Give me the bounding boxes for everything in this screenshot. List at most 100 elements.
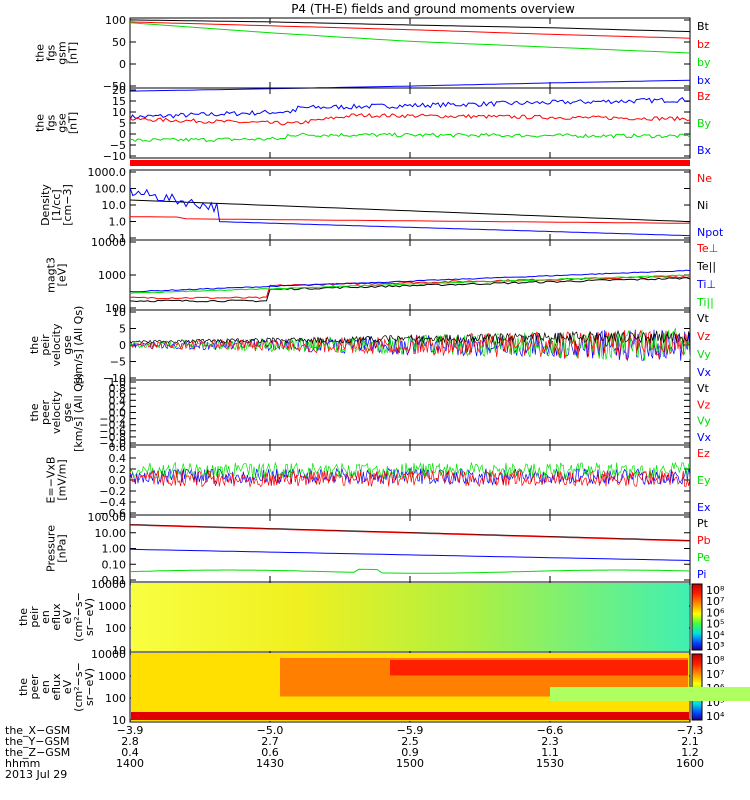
ytick-label: 0.10 bbox=[102, 558, 127, 571]
colorbar-label: 10⁸ bbox=[706, 654, 725, 667]
panel-frame bbox=[129, 379, 691, 446]
legend-Te||: Te|| bbox=[696, 260, 716, 273]
ytick-label: 5 bbox=[119, 323, 126, 336]
ytick-label: 0.8 bbox=[109, 382, 127, 395]
footer-value: 1600 bbox=[676, 757, 704, 770]
ylabel-line: [1/cc] bbox=[50, 189, 63, 220]
ytick-label: 1.0 bbox=[109, 216, 127, 229]
series-Bx-gse bbox=[129, 97, 691, 120]
legend-Vx: Vx bbox=[697, 366, 712, 379]
panel-pressure: 100.00 10.00 1.00 0.10 0.01 Pressure[nPa] Pt Pb… bbox=[45, 511, 711, 587]
legend-Pe: Pe bbox=[697, 551, 710, 564]
ytick-label: 10000 bbox=[91, 578, 126, 591]
ytick-label: −10 bbox=[103, 150, 126, 163]
legend-Ne: Ne bbox=[697, 172, 712, 185]
ylabel-line: gse bbox=[56, 113, 69, 133]
ytick-label: 10 bbox=[112, 306, 126, 319]
series-Pi bbox=[129, 548, 691, 561]
ytick-label: −0.8 bbox=[99, 431, 126, 444]
ytick-label: 100 bbox=[105, 692, 126, 705]
legend-Vz: Vz bbox=[697, 398, 711, 411]
series-Pb bbox=[129, 524, 691, 542]
ytick-label: 100 bbox=[105, 14, 126, 27]
ytick-label: 1000 bbox=[98, 670, 126, 683]
legend-Bz: Bz bbox=[697, 90, 711, 103]
footer-value: 0.6 bbox=[261, 746, 279, 759]
ylabel-line: fgs bbox=[45, 44, 58, 61]
ytick-label: 20 bbox=[112, 84, 126, 97]
ylabel-line: [mV/m] bbox=[56, 459, 69, 500]
legend-Vy: Vy bbox=[697, 415, 711, 428]
panel-frame bbox=[129, 514, 691, 583]
series-Bt bbox=[129, 19, 691, 33]
ylabel-line: E=−VxB bbox=[45, 457, 58, 504]
series-By-gse bbox=[130, 132, 691, 143]
ytick-label: 0.2 bbox=[109, 400, 127, 413]
ylabel-line: (cm²−s− bbox=[72, 662, 85, 712]
panels: 100500−50thefgsgsm[nT]Btbzbybx20151050−5… bbox=[17, 14, 750, 727]
series-by bbox=[129, 22, 691, 54]
footer-value: 1530 bbox=[536, 757, 564, 770]
footer-value: −6.6 bbox=[537, 724, 564, 737]
ylabel-line: gsm bbox=[56, 41, 69, 64]
ylabel-line: peer bbox=[28, 674, 41, 700]
ylabel-line: eV bbox=[61, 679, 74, 694]
footer-value: 1500 bbox=[396, 757, 424, 770]
ytick-label: −0.6 bbox=[99, 507, 126, 520]
ytick-label: 10000 bbox=[91, 648, 126, 661]
ytick-label: 100 bbox=[105, 622, 126, 635]
ylabel-line: [nPa] bbox=[56, 534, 69, 562]
ylabel-line: [nT] bbox=[67, 42, 80, 64]
ylabel-line: peer bbox=[39, 400, 52, 426]
panel-density: 1000.0 100.0 10.0 1.0 0.1 Density[1/cc][cm−3]… bbox=[39, 166, 724, 245]
legend-Ni: Ni bbox=[697, 199, 708, 212]
ylabel-line: [km/s] (All Qs) bbox=[72, 373, 85, 452]
footer-value: 2.7 bbox=[261, 735, 279, 748]
ytick-label: 0 bbox=[119, 128, 126, 141]
ytick-label: −50 bbox=[103, 80, 126, 93]
colorbar-label: 10⁷ bbox=[706, 595, 724, 608]
ytick-label: −1.0 bbox=[99, 437, 126, 450]
ylabel-line: sr−eV) bbox=[83, 598, 96, 636]
colorbar bbox=[691, 583, 703, 651]
footer-value: −5.0 bbox=[257, 724, 284, 737]
panel-frame bbox=[129, 239, 691, 311]
ytick-label: −0.2 bbox=[99, 485, 126, 498]
ytick-label: 0.0 bbox=[109, 474, 127, 487]
ylabel-line: sr−eV) bbox=[83, 668, 96, 706]
ytick-label: 0 bbox=[119, 58, 126, 71]
panel-efield: 0.60.40.20.0−0.2−0.4−0.6 E=−VxB[mV/m] Ez Ey… bbox=[45, 441, 711, 520]
ylabel-line: eflux bbox=[50, 603, 63, 631]
ytick-label: 0 bbox=[119, 339, 126, 352]
ylabel-line: Density bbox=[39, 184, 52, 226]
legend-Vx: Vx bbox=[697, 431, 712, 444]
series-red bbox=[129, 330, 691, 362]
ylabel-line: the bbox=[34, 44, 47, 62]
legend-Vt: Vt bbox=[697, 312, 710, 325]
spectrogram-band bbox=[131, 712, 689, 720]
footer-value: 1430 bbox=[256, 757, 284, 770]
series-Ne bbox=[129, 216, 690, 224]
footer-value: 2.5 bbox=[401, 735, 419, 748]
ytick-label: 1000 bbox=[98, 600, 126, 613]
ytick-label: 10.0 bbox=[102, 199, 127, 212]
ytick-label: 0.6 bbox=[109, 388, 127, 401]
colorbar-label: 10³ bbox=[706, 640, 724, 653]
ytick-label: 1000 bbox=[98, 269, 126, 282]
panel-peer_eflux: 10000 1000 100 10 thepeerenefluxeV(cm²−s−sr−… bbox=[17, 648, 750, 727]
legend-Te⊥: Te⊥ bbox=[696, 242, 718, 255]
ytick-label: 10000 bbox=[91, 236, 126, 249]
ytick-label: 10.00 bbox=[95, 527, 127, 540]
legend-Ti||: Ti|| bbox=[696, 296, 714, 309]
panel-peir_eflux: 10000 1000 100 10 thepeirenefluxeV(cm²−s−sr−… bbox=[17, 578, 725, 657]
legend-Ey: Ey bbox=[697, 474, 711, 487]
ylabel-line: the bbox=[17, 678, 30, 696]
legend-Npot: Npot bbox=[697, 226, 724, 239]
legend-bz: bz bbox=[697, 38, 710, 51]
ytick-label: 0.01 bbox=[102, 574, 127, 587]
footer-row-label: the_X−GSM bbox=[5, 724, 70, 737]
legend-Vz: Vz bbox=[697, 330, 711, 343]
ytick-label: −0.2 bbox=[99, 413, 126, 426]
